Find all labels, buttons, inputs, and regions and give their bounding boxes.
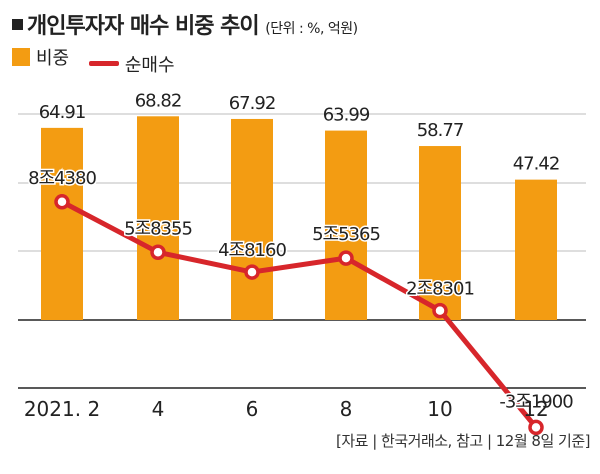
x-tick-label: 10	[427, 397, 452, 421]
source-note: [자료 | 한국거래소, 참고 | 12월 8일 기준]	[336, 432, 591, 450]
legend-label-netbuy: 순매수	[124, 54, 175, 76]
legend-item-netbuy: 순매수	[88, 51, 175, 77]
title-bullet	[12, 19, 23, 30]
bar	[41, 127, 83, 321]
netbuy-point	[244, 264, 260, 280]
chart-title: 개인투자자 매수 비중 추이 (단위 : %, 억원)	[12, 8, 358, 40]
bar	[419, 146, 461, 320]
title-text: 개인투자자 매수 비중 추이	[27, 14, 260, 39]
netbuy-point	[338, 250, 354, 266]
bar-value-label: 68.82	[135, 90, 182, 111]
x-tick-label: 8	[340, 397, 353, 421]
x-tick-label: 4	[152, 397, 165, 421]
legend: 비중 순매수	[12, 44, 189, 77]
netbuy-point	[54, 194, 70, 210]
netbuy-value-label: -3조1900	[499, 391, 573, 412]
bar-value-label: 47.42	[513, 154, 560, 175]
bar	[231, 118, 273, 320]
bar	[515, 179, 557, 320]
bar	[325, 130, 367, 320]
x-tick-label: 6	[246, 397, 259, 421]
netbuy-line	[59, 199, 539, 430]
x-tick-label: 2021. 2	[24, 397, 100, 421]
bar-value-label: 67.92	[229, 93, 276, 114]
legend-swatch-bar	[12, 48, 30, 66]
netbuy-point	[150, 244, 166, 261]
bar-value-label: 63.99	[323, 105, 370, 126]
x-tick-label: 12	[523, 397, 548, 421]
netbuy-value-label: 4조8160	[218, 240, 286, 261]
unit-label: (단위 : %, 억원)	[265, 21, 358, 37]
bar-value-label: 64.91	[39, 102, 86, 123]
netbuy-point	[528, 419, 544, 436]
bar-value-label: 58.77	[417, 120, 464, 141]
legend-label-share: 비중	[36, 48, 70, 69]
legend-swatch-line	[88, 61, 119, 66]
netbuy-value-label: 5조8355	[124, 218, 192, 239]
netbuy-value-label: 2조8301	[406, 279, 474, 300]
netbuy-value-label: 5조5365	[312, 224, 380, 245]
bar	[137, 116, 179, 320]
netbuy-point	[432, 302, 448, 319]
legend-item-share: 비중	[12, 44, 69, 70]
netbuy-value-label: 8조4380	[28, 168, 96, 189]
